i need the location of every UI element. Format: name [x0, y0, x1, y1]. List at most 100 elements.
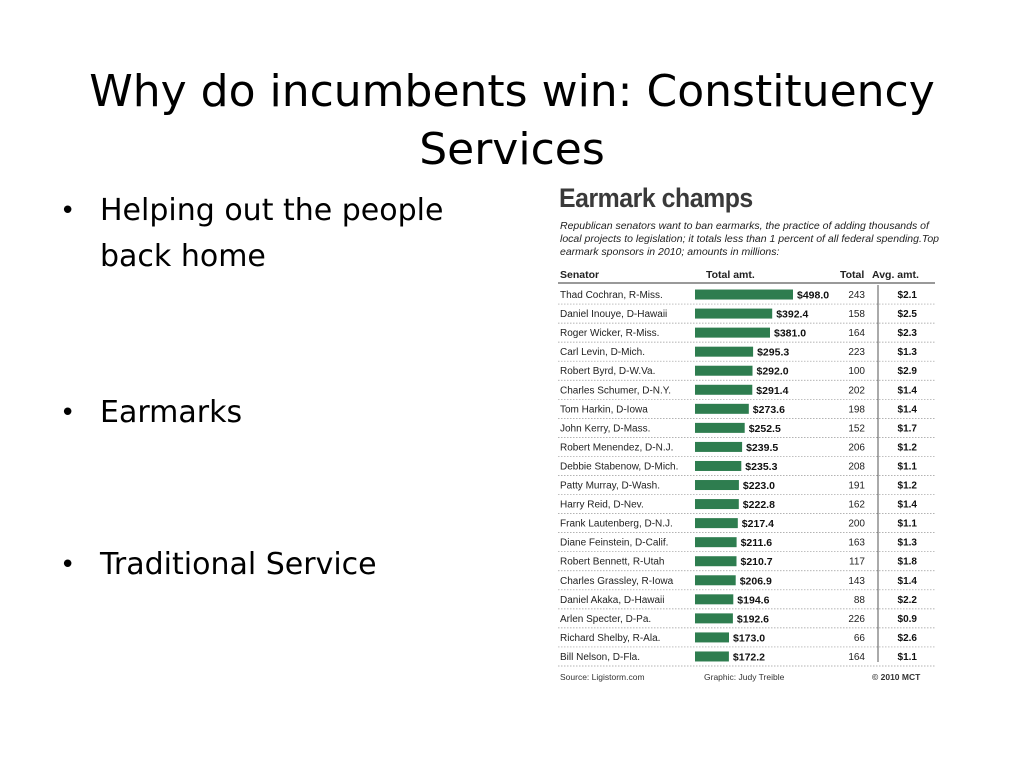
senator-label: Diane Feinstein, D-Calif.: [560, 538, 668, 549]
amount-label: $173.0: [733, 632, 765, 644]
avg-amount: $1.7: [898, 423, 918, 434]
bullet-item: • Helping out the people back home: [60, 188, 490, 280]
total-count: 243: [848, 290, 865, 301]
senator-label: Carl Levin, D-Mich.: [560, 347, 645, 358]
senator-label: Charles Schumer, D-N.Y.: [560, 385, 671, 396]
total-count: 162: [848, 500, 865, 511]
total-count: 152: [848, 423, 865, 434]
bullet-item: • Earmarks: [60, 390, 490, 436]
amount-bar: [695, 651, 729, 662]
amount-label: $252.5: [749, 423, 781, 435]
amount-label: $217.4: [742, 518, 774, 530]
bullet-dot-icon: •: [60, 398, 76, 428]
amount-bar: [695, 632, 729, 643]
amount-label: $172.2: [733, 651, 765, 663]
total-count: 164: [848, 328, 865, 339]
amount-label: $295.3: [757, 347, 789, 359]
senator-label: Tom Harkin, D-Iowa: [560, 404, 648, 415]
amount-bar: [695, 422, 745, 433]
senator-label: Robert Byrd, D-W.Va.: [560, 366, 655, 377]
senator-label: Harry Reid, D-Nev.: [560, 500, 644, 511]
header-senator: Senator: [560, 269, 599, 281]
amount-label: $291.4: [756, 385, 788, 397]
senator-label: Debbie Stabenow, D-Mich.: [560, 461, 678, 472]
amount-bar: [695, 346, 754, 357]
graphic-subtitle: Republican senators want to ban earmarks…: [560, 220, 940, 258]
bullet-dot-icon: •: [60, 196, 76, 226]
total-count: 143: [848, 576, 865, 587]
total-count: 66: [854, 633, 866, 644]
amount-bar: [695, 441, 743, 452]
amount-bar: [695, 556, 737, 567]
avg-amount: $1.4: [898, 404, 918, 415]
bullet-dot-icon: •: [60, 550, 76, 580]
amount-label: $392.4: [776, 309, 808, 321]
amount-bar: [695, 327, 770, 338]
amount-bar: [695, 594, 734, 605]
senator-label: Daniel Inouye, D-Hawaii: [560, 309, 667, 320]
avg-amount: $1.8: [898, 557, 918, 568]
graphic-credit: Graphic: Judy Treible: [704, 672, 785, 682]
header-total: Total: [840, 269, 864, 281]
header-total-amt: Total amt.: [706, 269, 755, 281]
avg-amount: $1.1: [898, 652, 918, 663]
senator-label: Arlen Specter, D-Pa.: [560, 614, 651, 625]
amount-label: $206.9: [740, 575, 772, 587]
avg-amount: $2.1: [898, 290, 918, 301]
bullet-text: Helping out the people back home: [100, 193, 444, 274]
avg-amount: $1.1: [898, 461, 918, 472]
avg-amount: $1.4: [898, 576, 918, 587]
senator-label: Thad Cochran, R-Miss.: [560, 290, 663, 301]
total-count: 202: [848, 385, 865, 396]
amount-bar: [695, 575, 736, 586]
avg-amount: $0.9: [898, 614, 918, 625]
total-count: 117: [849, 557, 865, 568]
total-count: 158: [848, 309, 865, 320]
total-count: 164: [848, 652, 865, 663]
amount-label: $194.6: [737, 594, 769, 606]
amount-label: $292.0: [757, 366, 789, 378]
amount-label: $222.8: [743, 499, 775, 511]
total-count: 208: [848, 461, 865, 472]
senator-label: Robert Menendez, D-N.J.: [560, 442, 673, 453]
amount-label: $211.6: [741, 537, 773, 549]
avg-amount: $1.4: [898, 500, 918, 511]
bullet-text: Earmarks: [100, 395, 243, 430]
bullet-item: • Traditional Service: [60, 542, 490, 588]
avg-amount: $2.5: [898, 309, 918, 320]
amount-bar: [695, 613, 733, 624]
avg-amount: $1.2: [898, 481, 918, 492]
amount-label: $223.0: [743, 480, 775, 492]
total-count: 206: [848, 442, 865, 453]
senator-label: Richard Shelby, R-Ala.: [560, 633, 660, 644]
amount-bar: [695, 403, 749, 414]
senator-label: Bill Nelson, D-Fla.: [560, 652, 640, 663]
amount-label: $192.6: [737, 613, 769, 625]
total-count: 198: [848, 404, 865, 415]
total-count: 200: [848, 519, 865, 530]
total-count: 223: [848, 347, 865, 358]
total-count: 88: [854, 595, 866, 606]
graphic-title: Earmark champs: [559, 183, 753, 213]
bullet-text: Traditional Service: [100, 547, 377, 582]
total-count: 163: [848, 538, 865, 549]
amount-label: $381.0: [774, 328, 806, 340]
earmark-chart: Senator Total amt. Total Avg. amt. Thad Coch…: [558, 269, 935, 667]
total-count: 191: [848, 481, 865, 492]
amount-bar: [695, 289, 793, 300]
amount-bar: [695, 384, 753, 395]
amount-bar: [695, 537, 737, 548]
graphic-source: Source: Ligistorm.com: [560, 672, 645, 682]
amount-bar: [695, 308, 773, 319]
senator-label: Daniel Akaka, D-Hawaii: [560, 595, 665, 606]
avg-amount: $2.3: [898, 328, 918, 339]
amount-label: $235.3: [745, 461, 777, 473]
avg-amount: $2.9: [898, 366, 918, 377]
senator-label: Frank Lautenberg, D-N.J.: [560, 519, 673, 530]
senator-label: Patty Murray, D-Wash.: [560, 481, 660, 492]
senator-label: Roger Wicker, R-Miss.: [560, 328, 659, 339]
avg-amount: $1.2: [898, 442, 918, 453]
earmark-graphic: Earmark champs Republican senators want …: [558, 183, 940, 688]
header-avg-amt: Avg. amt.: [872, 269, 919, 281]
avg-amount: $1.3: [898, 538, 918, 549]
